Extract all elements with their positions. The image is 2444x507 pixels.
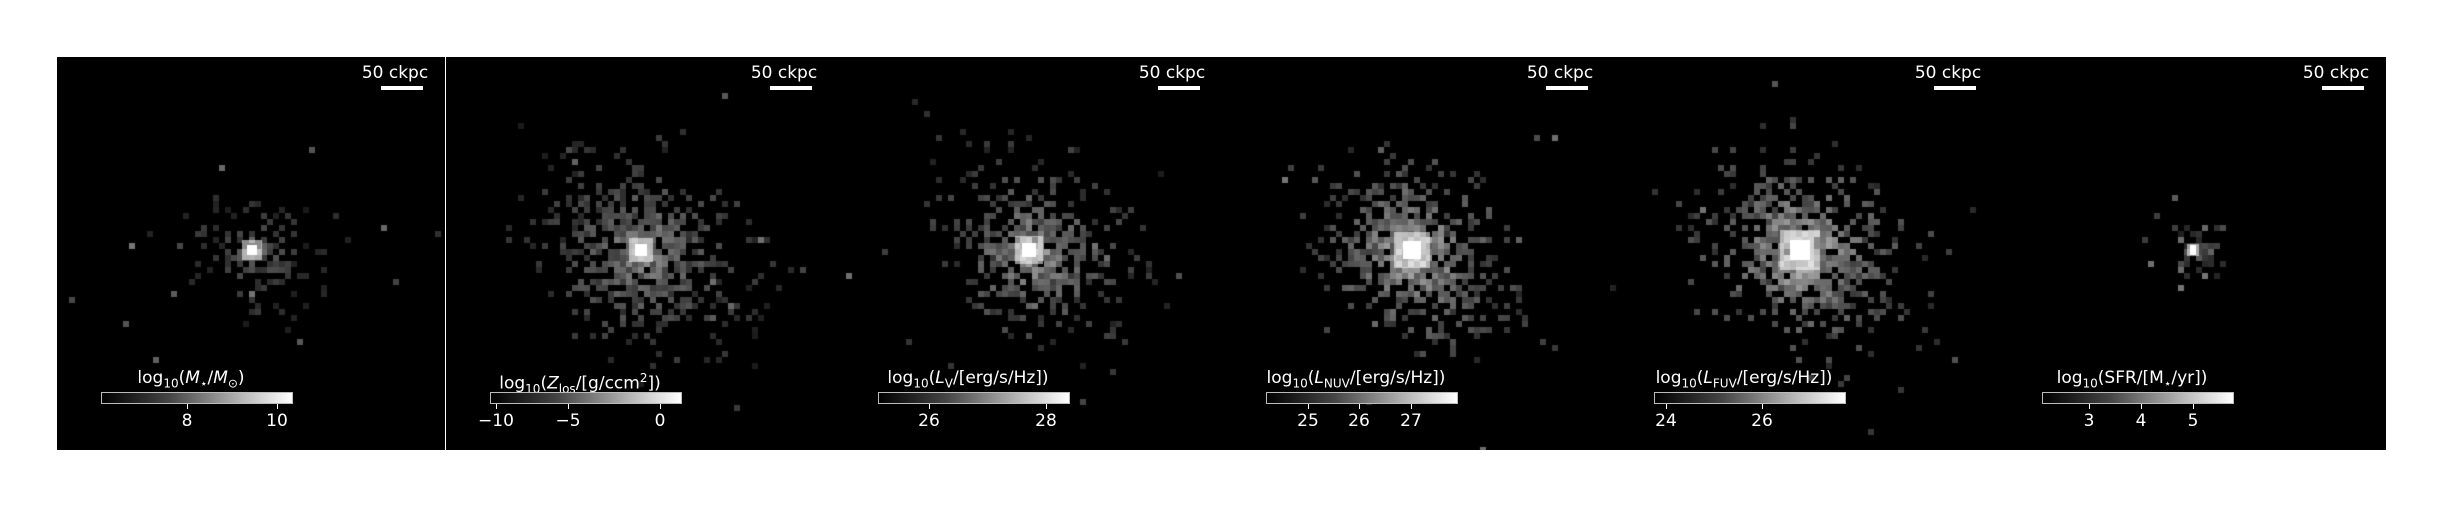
colorbar-tick xyxy=(660,404,661,409)
colorbar-tick xyxy=(2193,404,2194,409)
v-band-luminosity-map-panel: 50 ckpc log10(LV/[erg/s/Hz]) 26 28 xyxy=(834,57,1222,450)
colorbar-tick-label: −10 xyxy=(471,411,521,431)
colorbar-tick-label: 5 xyxy=(2168,411,2218,431)
colorbar-tick-label: −5 xyxy=(543,411,593,431)
colorbar xyxy=(490,392,682,404)
colorbar-tick xyxy=(496,404,497,409)
colorbar-title: log10(LNUV/[erg/s/Hz]) xyxy=(1256,368,1456,393)
scale-bar xyxy=(2322,86,2364,90)
metallicity-map-panel: 50 ckpc log10(Zlos/[g/ccm2]) −10 −5 0 xyxy=(446,57,834,450)
colorbar-tick-label: 0 xyxy=(635,411,685,431)
colorbar-tick xyxy=(1411,404,1412,409)
colorbar-tick-label: 28 xyxy=(1021,411,1071,431)
colorbar-tick xyxy=(1046,404,1047,409)
colorbar-title: log10(LFUV/[erg/s/Hz]) xyxy=(1644,368,1844,393)
colorbar-tick-label: 8 xyxy=(162,411,212,431)
colorbar-tick-label: 3 xyxy=(2064,411,2114,431)
colorbar-tick-label: 25 xyxy=(1283,411,1333,431)
scale-bar xyxy=(1934,86,1976,90)
colorbar xyxy=(878,392,1070,404)
colorbar-tick xyxy=(1666,404,1667,409)
colorbar xyxy=(1654,392,1846,404)
scale-bar-label: 50 ckpc xyxy=(2296,63,2376,83)
colorbar-tick-label: 26 xyxy=(1334,411,1384,431)
colorbar-tick-label: 10 xyxy=(252,411,302,431)
colorbar-tick xyxy=(568,404,569,409)
stellar-mass-map-panel: 50 ckpc log10(M⋆/M⊙) 8 10 xyxy=(57,57,445,450)
colorbar-tick-label: 26 xyxy=(1737,411,1787,431)
colorbar-title: log10(SFR/[M⋆/yr]) xyxy=(2032,368,2232,393)
scale-bar-label: 50 ckpc xyxy=(1908,63,1988,83)
colorbar-tick xyxy=(1308,404,1309,409)
scale-bar-label: 50 ckpc xyxy=(1132,63,1212,83)
colorbar-tick xyxy=(929,404,930,409)
scale-bar xyxy=(770,86,812,90)
colorbar-tick xyxy=(2141,404,2142,409)
scale-bar xyxy=(1158,86,1200,90)
scale-bar-label: 50 ckpc xyxy=(1520,63,1600,83)
colorbar-tick xyxy=(2089,404,2090,409)
fuv-luminosity-map-panel: 50 ckpc log10(LFUV/[erg/s/Hz]) 24 26 xyxy=(1610,57,1998,450)
colorbar-tick xyxy=(187,404,188,409)
colorbar-tick-label: 4 xyxy=(2116,411,2166,431)
scale-bar-label: 50 ckpc xyxy=(355,63,435,83)
colorbar-title: log10(LV/[erg/s/Hz]) xyxy=(868,368,1068,393)
scale-bar-label: 50 ckpc xyxy=(744,63,824,83)
colorbar-title: log10(M⋆/M⊙) xyxy=(91,368,291,393)
colorbar-tick-label: 24 xyxy=(1641,411,1691,431)
colorbar-tick-label: 26 xyxy=(904,411,954,431)
scale-bar xyxy=(1546,86,1588,90)
scale-bar xyxy=(381,86,423,90)
colorbar-tick xyxy=(1762,404,1763,409)
sfr-map-panel: 50 ckpc log10(SFR/[M⋆/yr]) 3 4 5 xyxy=(1998,57,2386,450)
colorbar xyxy=(1266,392,1458,404)
colorbar-tick xyxy=(1359,404,1360,409)
nuv-luminosity-map-panel: 50 ckpc log10(LNUV/[erg/s/Hz]) 25 26 27 xyxy=(1222,57,1610,450)
colorbar-tick-label: 27 xyxy=(1386,411,1436,431)
colorbar xyxy=(2042,392,2234,404)
colorbar-tick xyxy=(277,404,278,409)
colorbar xyxy=(101,392,293,404)
